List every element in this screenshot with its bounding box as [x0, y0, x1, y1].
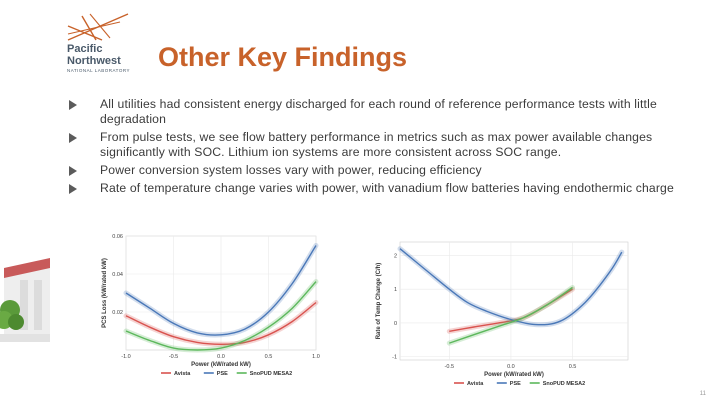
series-line-pse — [125, 245, 317, 336]
logo-text-line1: Pacific — [67, 43, 103, 55]
x-axis-label: Power (kW/rated kW) — [484, 372, 544, 378]
pcs-loss-chart: -1.0 -0.5 0.0 0.5 1.0 0.02 0.04 0.06 Power (kW/r… — [102, 234, 320, 377]
bullet-item: All utilities had consistent energy disc… — [66, 97, 706, 127]
pnnl-logo: Pacific Northwest NATIONAL LABORATORY — [62, 12, 142, 76]
y-tick-label: 2 — [394, 253, 397, 259]
x-tick-label: -0.5 — [445, 364, 454, 370]
bullet-text: All utilities had consistent energy disc… — [100, 97, 657, 126]
y-tick-label: 1 — [394, 287, 397, 293]
bullet-text: Power conversion system losses vary with… — [100, 163, 482, 177]
legend-label: Avista — [174, 371, 191, 377]
series-line-avista — [125, 301, 317, 346]
x-tick-label: -0.5 — [169, 354, 178, 360]
plot-area — [399, 241, 629, 361]
logo-text-line3: NATIONAL LABORATORY — [67, 68, 131, 73]
bullet-text: From pulse tests, we see flow battery pe… — [100, 130, 653, 159]
x-tick-label: -1.0 — [121, 354, 130, 360]
bullet-text: Rate of temperature change varies with p… — [100, 181, 674, 195]
x-tick-label: 0.0 — [507, 364, 515, 370]
bullet-arrow-icon — [69, 100, 77, 110]
bullet-arrow-icon — [69, 133, 77, 143]
decorative-building-illustration — [0, 258, 50, 342]
x-tick-label: 0.5 — [265, 354, 273, 360]
slide-title: Other Key Findings — [158, 42, 408, 72]
legend-label: SnoPUD MESA2 — [543, 381, 585, 387]
x-tick-label: 0.5 — [569, 364, 577, 370]
bullet-item: From pulse tests, we see flow battery pe… — [66, 130, 706, 160]
legend-label: Avista — [467, 381, 484, 387]
legend-label: PSE — [217, 371, 228, 377]
x-tick-label: 0.0 — [217, 354, 225, 360]
x-axis-label: Power (kW/rated kW) — [191, 362, 251, 368]
logo-mark-icon — [67, 13, 129, 41]
y-axis-label: Rate of Temp Change (C/h) — [376, 263, 382, 340]
series-line-snopud-mesa2 — [125, 281, 317, 351]
temp-change-chart: -0.5 0.0 0.5 -1 0 1 2 Power (kW/rated kW) Rate o… — [376, 241, 629, 387]
y-tick-label: 0.02 — [112, 310, 123, 316]
legend-label: PSE — [510, 381, 521, 387]
y-tick-label: 0.04 — [112, 272, 123, 278]
findings-list: All utilities had consistent energy disc… — [66, 97, 706, 199]
y-tick-label: -1 — [392, 355, 397, 361]
bullet-item: Power conversion system losses vary with… — [66, 163, 706, 178]
x-tick-label: 1.0 — [312, 354, 320, 360]
series-line-pse — [399, 248, 623, 326]
legend-label: SnoPUD MESA2 — [250, 371, 292, 377]
page-number: 11 — [699, 391, 706, 397]
bullet-arrow-icon — [69, 184, 77, 194]
bullet-item: Rate of temperature change varies with p… — [66, 181, 706, 196]
bullet-arrow-icon — [69, 166, 77, 176]
y-tick-label: 0 — [394, 321, 397, 327]
y-tick-label: 0.06 — [112, 234, 123, 240]
logo-text-line2: Northwest — [67, 55, 121, 67]
series-line-snopud-mesa2 — [449, 286, 573, 344]
y-axis-label: PCS Loss (kW/rated kW) — [102, 258, 108, 328]
